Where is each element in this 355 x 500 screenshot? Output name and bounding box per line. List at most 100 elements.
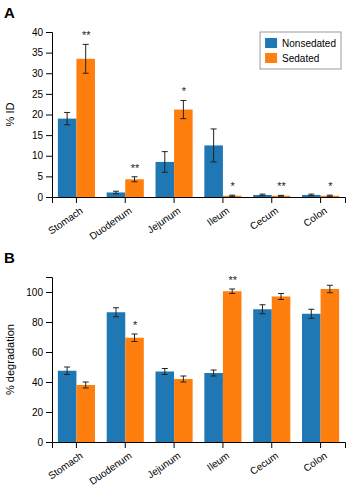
- bar: [223, 196, 242, 197]
- significance-label: *: [328, 180, 333, 192]
- y-tick: 60: [32, 347, 52, 358]
- bar: [321, 289, 340, 442]
- y-tick-mark: [46, 32, 52, 33]
- x-tick-mark: [76, 197, 77, 203]
- x-tick-label: Stomach: [46, 450, 85, 482]
- y-axis: 020406080100: [26, 278, 52, 448]
- x-tick-label: Cecum: [248, 205, 280, 232]
- x-axis-line: [53, 443, 346, 449]
- x-tick: Stomach: [46, 442, 85, 481]
- bar: [223, 291, 242, 442]
- y-tick-mark: [46, 382, 52, 383]
- bar: [321, 196, 340, 197]
- y-tick-label: 30: [32, 68, 44, 79]
- y-tick: 5: [37, 171, 52, 182]
- y-tick-mark: [46, 135, 52, 136]
- y-tick-mark: [46, 94, 52, 95]
- y-tick: 0: [37, 437, 52, 448]
- x-tick: Cecum: [248, 442, 280, 477]
- x-tick-mark: [320, 197, 321, 203]
- x-tick: Colon: [301, 197, 329, 229]
- x-tick: Cecum: [248, 197, 280, 232]
- y-axis-line: [46, 278, 53, 443]
- error-bar: [229, 289, 235, 294]
- error-bar: [180, 376, 186, 382]
- y-tick-mark: [46, 352, 52, 353]
- panel-label: B: [4, 249, 15, 266]
- bar: [253, 309, 272, 442]
- x-tick-mark: [174, 442, 175, 448]
- y-tick-label: 5: [37, 171, 43, 182]
- legend: NonsedatedSedated: [260, 32, 341, 69]
- error-bar: [211, 370, 217, 376]
- error-bar: [327, 285, 333, 293]
- x-tick-label: Ileum: [205, 205, 231, 228]
- panel: 020406080100StomachDuodenumJejunumIleumC…: [4, 274, 346, 487]
- bar: [253, 195, 272, 197]
- x-tick-mark: [320, 442, 321, 448]
- y-tick: 15: [32, 130, 52, 141]
- y-axis-line: [46, 33, 53, 198]
- y-tick: 40: [32, 27, 52, 38]
- y-tick: 35: [32, 47, 52, 58]
- y-tick: 0: [37, 192, 52, 203]
- x-tick: Jejunum: [145, 197, 182, 236]
- error-bar: [229, 195, 235, 196]
- x-tick: Ileum: [205, 197, 231, 228]
- x-tick: Ileum: [205, 442, 231, 473]
- x-tick-label: Colon: [301, 205, 329, 229]
- x-tick-mark: [174, 197, 175, 203]
- x-tick-label: Jejunum: [145, 450, 182, 481]
- y-tick-mark: [46, 176, 52, 177]
- legend-swatch: [265, 53, 277, 63]
- y-tick-label: 20: [32, 109, 44, 120]
- y-tick: 20: [32, 407, 52, 418]
- error-bar: [180, 100, 186, 118]
- y-axis: 0 5 10 15 20 25 30 35 40: [32, 27, 53, 203]
- y-tick-label: 0: [37, 192, 43, 203]
- y-tick-mark: [46, 156, 52, 157]
- error-bar: [211, 129, 217, 162]
- error-bar: [83, 382, 89, 388]
- y-axis-title: % ID: [4, 103, 16, 127]
- y-tick-label: 40: [32, 377, 44, 388]
- y-tick-mark: [46, 412, 52, 413]
- bar: [272, 297, 291, 443]
- bar: [58, 371, 77, 442]
- y-tick-mark: [46, 292, 52, 293]
- series: [76, 285, 339, 442]
- legend-label: Sedated: [282, 53, 319, 64]
- y-tick: 10: [32, 150, 52, 161]
- legend-frame: [260, 32, 341, 69]
- bar: [302, 195, 321, 197]
- error-bar: [278, 195, 284, 197]
- x-tick-mark: [125, 197, 126, 203]
- error-bar: [64, 367, 70, 375]
- error-bar: [308, 194, 314, 196]
- x-axis: StomachDuodenum Jejunum Ileum Cecum Colon: [46, 197, 345, 242]
- bar: [58, 119, 77, 197]
- x-tick-label: Stomach: [46, 205, 85, 237]
- y-tick: 100: [26, 287, 52, 298]
- y-tick-label: 25: [32, 89, 44, 100]
- error-bar: [113, 191, 119, 193]
- y-tick-label: 100: [26, 287, 43, 298]
- error-bar: [259, 194, 265, 196]
- y-tick-label: 15: [32, 130, 44, 141]
- significance-label: **: [81, 29, 90, 41]
- error-bar: [132, 177, 138, 182]
- x-tick-mark: [76, 442, 77, 448]
- bar: [174, 379, 193, 442]
- bar: [76, 385, 95, 442]
- significance-label: *: [181, 85, 186, 97]
- y-tick-mark: [46, 73, 52, 74]
- bar: [125, 338, 144, 442]
- error-bar: [132, 334, 138, 342]
- y-tick-mark: [46, 442, 52, 443]
- error-bar: [113, 308, 119, 317]
- y-tick-label: 60: [32, 347, 44, 358]
- error-bar: [308, 309, 314, 318]
- significance-label: **: [277, 180, 286, 192]
- x-tick-label: Duodenum: [87, 205, 133, 242]
- bar: [174, 110, 193, 197]
